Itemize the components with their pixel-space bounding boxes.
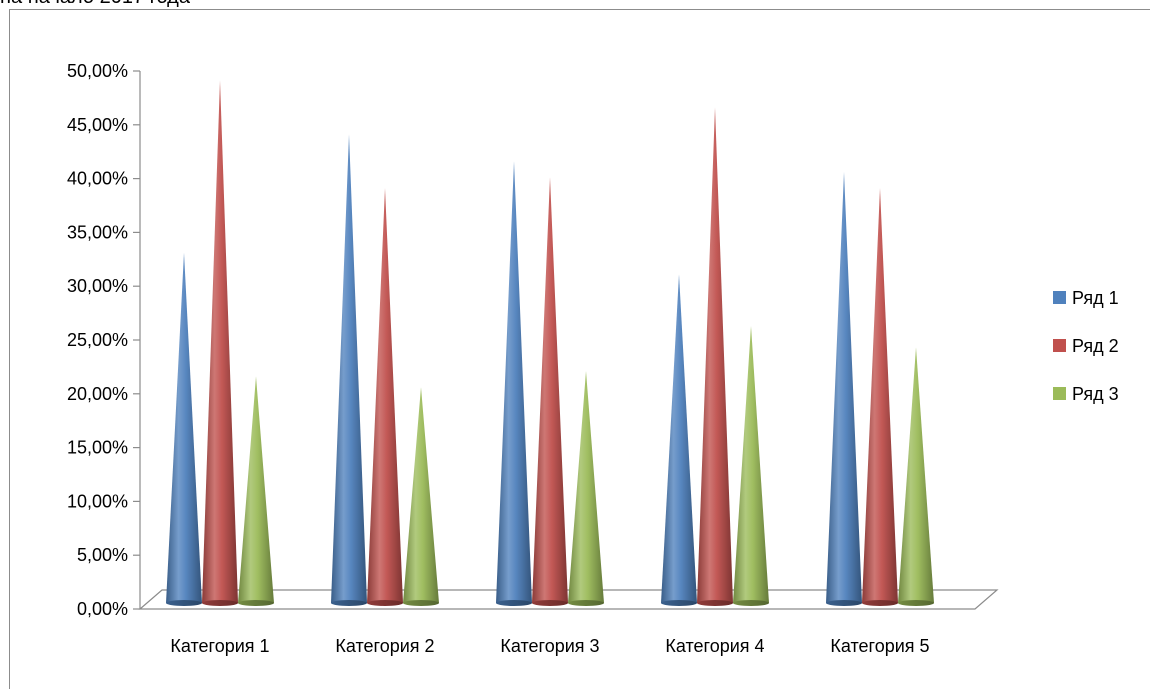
y-tick-label: 10,00% [67, 491, 128, 511]
cone-mark [367, 188, 403, 606]
cone-mark [403, 387, 439, 606]
cone-body [331, 134, 367, 603]
cone-body [367, 188, 403, 603]
chart-frame [9, 9, 1150, 689]
y-tick-label: 30,00% [67, 276, 128, 296]
x-tick-label: Категория 3 [500, 636, 599, 656]
cone-base [568, 600, 604, 606]
y-tick-label: 40,00% [67, 169, 128, 189]
cone-mark [496, 161, 532, 606]
cone-mark [826, 171, 862, 606]
y-tick-label: 15,00% [67, 438, 128, 458]
cone-base [166, 600, 202, 606]
cone-mark [898, 347, 934, 606]
cone-mark [238, 376, 274, 606]
cone-base [661, 600, 697, 606]
cone-mark [202, 80, 238, 606]
y-axis: 0,00% 5,00% 10,00% 15,00% 20,00% 25,00% 30,00%… [67, 61, 141, 619]
legend-label: Ряд 2 [1072, 336, 1119, 356]
cone-mark [331, 134, 367, 606]
legend-swatch [1053, 291, 1066, 304]
cone-base [403, 600, 439, 606]
y-tick-label: 0,00% [77, 599, 128, 619]
legend-label: Ряд 3 [1072, 384, 1119, 404]
legend: Ряд 1 Ряд 2 Ряд 3 [1053, 288, 1119, 404]
cone-body [733, 325, 769, 603]
legend-swatch [1053, 339, 1066, 352]
x-tick-label: Категория 4 [665, 636, 764, 656]
cone-body [238, 376, 274, 603]
x-tick-label: Категория 2 [335, 636, 434, 656]
cone-body [862, 188, 898, 603]
y-tick-label: 35,00% [67, 222, 128, 242]
cone-base [733, 600, 769, 606]
chart-title-cut: на начало 2017 года [0, 0, 190, 9]
cone-base [367, 600, 403, 606]
cone-base [238, 600, 274, 606]
y-tick-label: 5,00% [77, 545, 128, 565]
cone-body [532, 177, 568, 604]
cone-mark [862, 188, 898, 606]
plot-area [166, 80, 934, 606]
cone-base [826, 600, 862, 606]
cone-body [661, 274, 697, 603]
cone-body [202, 80, 238, 603]
cone-base [331, 600, 367, 606]
cone-body [166, 252, 202, 603]
cone-body [568, 371, 604, 603]
cone-body [898, 347, 934, 603]
y-tick-label: 45,00% [67, 115, 128, 135]
y-tick-label: 50,00% [67, 61, 128, 81]
cone-base [697, 600, 733, 606]
x-axis-labels: Категория 1 Категория 2 Категория 3 Категор… [170, 636, 929, 656]
y-tick-label: 20,00% [67, 384, 128, 404]
cone-body [496, 161, 532, 603]
cone-chart: 0,00% 5,00% 10,00% 15,00% 20,00% 25,00% 30,00%… [67, 61, 1119, 656]
cone-mark [568, 371, 604, 606]
legend-label: Ряд 1 [1072, 288, 1119, 308]
cone-mark [166, 252, 202, 606]
y-tick-label: 25,00% [67, 330, 128, 350]
cone-base [898, 600, 934, 606]
cone-body [826, 171, 862, 604]
cone-body [697, 107, 733, 604]
cone-base [532, 600, 568, 606]
x-tick-label: Категория 1 [170, 636, 269, 656]
cone-mark [733, 325, 769, 606]
cone-base [496, 600, 532, 606]
cone-base [202, 600, 238, 606]
cone-mark [532, 177, 568, 606]
cone-body [403, 387, 439, 603]
cone-mark [697, 107, 733, 606]
x-tick-label: Категория 5 [830, 636, 929, 656]
cone-mark [661, 274, 697, 606]
legend-swatch [1053, 387, 1066, 400]
cone-base [862, 600, 898, 606]
